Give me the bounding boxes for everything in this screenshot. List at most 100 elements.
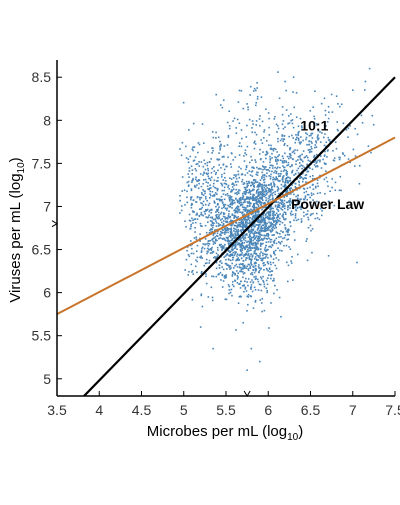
scatter-point bbox=[239, 229, 242, 232]
scatter-point bbox=[274, 200, 277, 203]
scatter-point bbox=[286, 164, 288, 167]
scatter-point bbox=[219, 148, 221, 151]
scatter-point bbox=[211, 275, 213, 278]
scatter-point bbox=[282, 140, 284, 142]
scatter-point bbox=[349, 161, 351, 164]
scatter-point bbox=[224, 179, 227, 182]
scatter-point bbox=[215, 220, 217, 222]
scatter-point bbox=[191, 169, 194, 171]
scatter-point bbox=[273, 178, 276, 180]
scatter-point bbox=[202, 174, 204, 176]
scatter-point bbox=[324, 114, 327, 116]
scatter-point bbox=[299, 175, 302, 178]
scatter-point bbox=[231, 204, 233, 206]
scatter-point bbox=[273, 147, 276, 150]
scatter-point bbox=[312, 199, 314, 201]
scatter-point bbox=[227, 216, 230, 218]
scatter-point bbox=[234, 234, 237, 236]
scatter-point bbox=[235, 259, 238, 261]
scatter-point bbox=[216, 255, 219, 258]
scatter-point bbox=[218, 199, 221, 202]
scatter-point bbox=[204, 178, 207, 181]
scatter-point bbox=[204, 262, 207, 265]
scatter-point bbox=[302, 178, 305, 181]
scatter-point bbox=[291, 170, 293, 173]
scatter-point bbox=[276, 195, 279, 197]
scatter-point bbox=[223, 276, 226, 278]
scatter-point bbox=[259, 115, 261, 117]
scatter-point bbox=[261, 310, 263, 313]
scatter-point bbox=[260, 242, 262, 245]
scatter-point bbox=[321, 132, 323, 134]
scatter-point bbox=[237, 243, 240, 246]
scatter-point bbox=[246, 265, 249, 268]
scatter-point bbox=[252, 242, 255, 245]
scatter-point bbox=[263, 174, 266, 176]
scatter-point bbox=[269, 206, 272, 209]
scatter-point bbox=[292, 158, 294, 161]
scatter-point bbox=[228, 264, 230, 267]
scatter-point bbox=[319, 207, 322, 210]
scatter-point bbox=[194, 168, 197, 170]
scatter-point bbox=[272, 198, 274, 201]
scatter-point bbox=[285, 169, 287, 172]
scatter-point bbox=[195, 176, 197, 179]
scatter-point bbox=[254, 131, 256, 134]
scatter-point bbox=[258, 226, 260, 228]
scatter-point bbox=[287, 164, 290, 166]
scatter-point bbox=[311, 184, 314, 186]
scatter-point bbox=[255, 259, 258, 262]
scatter-point bbox=[324, 192, 326, 195]
scatter-point bbox=[222, 164, 225, 166]
scatter-points bbox=[179, 67, 375, 371]
scatter-point bbox=[277, 214, 279, 216]
scatter-point bbox=[300, 198, 302, 200]
scatter-point bbox=[220, 234, 222, 237]
scatter-point bbox=[371, 114, 374, 117]
scatter-point bbox=[237, 200, 240, 203]
scatter-point bbox=[222, 231, 224, 234]
scatter-point bbox=[256, 189, 259, 191]
scatter-point bbox=[319, 192, 321, 194]
scatter-point bbox=[230, 231, 233, 233]
scatter-point bbox=[236, 193, 238, 196]
scatter-point bbox=[199, 222, 202, 225]
scatter-point bbox=[283, 166, 285, 169]
scatter-point bbox=[209, 229, 211, 232]
scatter-point bbox=[283, 138, 286, 140]
scatter-point bbox=[217, 180, 219, 182]
scatter-point bbox=[201, 305, 204, 308]
scatter-point bbox=[305, 132, 307, 134]
scatter-point bbox=[267, 241, 270, 243]
scatter-point bbox=[261, 175, 263, 178]
scatter-point bbox=[336, 128, 339, 131]
scatter-point bbox=[219, 212, 222, 215]
scatter-point bbox=[272, 165, 274, 167]
scatter-point bbox=[253, 262, 256, 265]
scatter-point bbox=[224, 243, 226, 246]
scatter-point bbox=[270, 255, 272, 258]
scatter-point bbox=[250, 226, 253, 229]
scatter-point bbox=[234, 272, 236, 275]
scatter-point bbox=[206, 250, 209, 253]
scatter-point bbox=[255, 239, 258, 242]
scatter-point bbox=[254, 210, 257, 213]
scatter-point bbox=[249, 267, 251, 269]
scatter-point bbox=[264, 230, 267, 233]
scatter-point bbox=[306, 170, 309, 173]
scatter-point bbox=[215, 222, 218, 224]
scatter-point bbox=[243, 218, 245, 220]
scatter-point bbox=[247, 229, 250, 232]
scatter-point bbox=[279, 159, 282, 162]
scatter-point bbox=[248, 249, 251, 252]
scatter-point bbox=[289, 225, 292, 227]
scatter-point bbox=[247, 263, 250, 266]
scatter-point bbox=[257, 248, 259, 251]
scatter-point bbox=[269, 214, 272, 217]
scatter-point bbox=[275, 267, 278, 270]
scatter-point bbox=[265, 250, 267, 252]
scatter-point bbox=[235, 132, 238, 134]
scatter-point bbox=[314, 90, 316, 93]
scatter-point bbox=[242, 208, 245, 211]
scatter-point bbox=[258, 283, 261, 286]
